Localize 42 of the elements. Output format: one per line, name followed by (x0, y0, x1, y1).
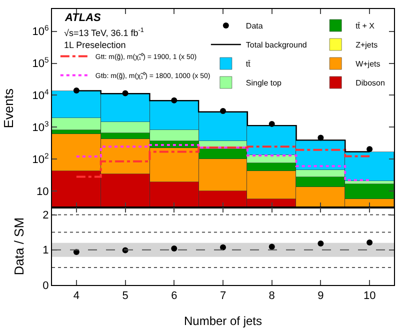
point (366, 146, 373, 152)
y-tick-label: 10$^{5}$ (32, 55, 49, 70)
x-tick-label: 7 (220, 290, 226, 302)
y-tick-label: 10 (36, 186, 49, 198)
y-tick-label: 0 (42, 280, 49, 292)
point (268, 244, 275, 250)
legend-label: tt̄ + X (356, 22, 376, 31)
legend-label: Total background (246, 40, 307, 50)
point (171, 245, 178, 252)
x-tick-label: 4 (73, 290, 80, 302)
x-tick-label: 5 (122, 290, 128, 302)
point (268, 120, 275, 127)
y-tick-label: 10$^{4}$ (32, 87, 50, 102)
y-tick-label: 1 (42, 244, 49, 257)
point (366, 240, 373, 246)
legend-label: tt̄ (246, 60, 252, 69)
point (220, 244, 226, 250)
y-tick-label: 10$^{3}$ (32, 119, 49, 134)
legend-label: Single top (246, 78, 282, 88)
point (73, 88, 80, 94)
annotation: 1L Preselection (64, 40, 126, 50)
legend-label: Data (246, 22, 264, 31)
x-tick-label: 8 (268, 290, 275, 302)
y-tick-label: 2 (42, 210, 49, 222)
legend-label: Diboson (356, 78, 385, 88)
point (220, 108, 226, 114)
point (171, 97, 178, 104)
y-tick-label: 10$^{6}$ (32, 24, 49, 38)
point (318, 134, 324, 141)
x-tick-label: 6 (171, 290, 178, 302)
point (122, 90, 128, 96)
x-tick-label: 9 (318, 290, 324, 302)
y-tick-label: 10$^{2}$ (32, 151, 49, 166)
y-axis-title: Data / SM (12, 217, 27, 276)
legend-label: W+jets (356, 60, 380, 69)
x-axis-title: Number of jets (184, 314, 262, 328)
y-axis-title: Events (1, 88, 16, 128)
point (318, 240, 324, 247)
annotation: ATLAS (64, 12, 102, 24)
x-tick-label: 10 (363, 290, 376, 302)
legend-label: Z+jets (356, 40, 378, 50)
annotation: √s=13 TeV, 36.1 fb$^{-1}$ (64, 27, 144, 38)
